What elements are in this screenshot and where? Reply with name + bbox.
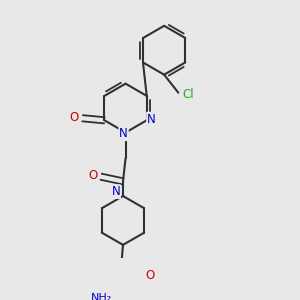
Text: NH₂: NH₂: [91, 292, 112, 300]
Text: O: O: [88, 169, 98, 182]
Text: O: O: [146, 269, 155, 282]
Text: Cl: Cl: [182, 88, 194, 101]
Text: N: N: [147, 112, 156, 125]
Text: N: N: [119, 127, 128, 140]
Text: N: N: [111, 185, 120, 198]
Text: O: O: [70, 111, 79, 124]
